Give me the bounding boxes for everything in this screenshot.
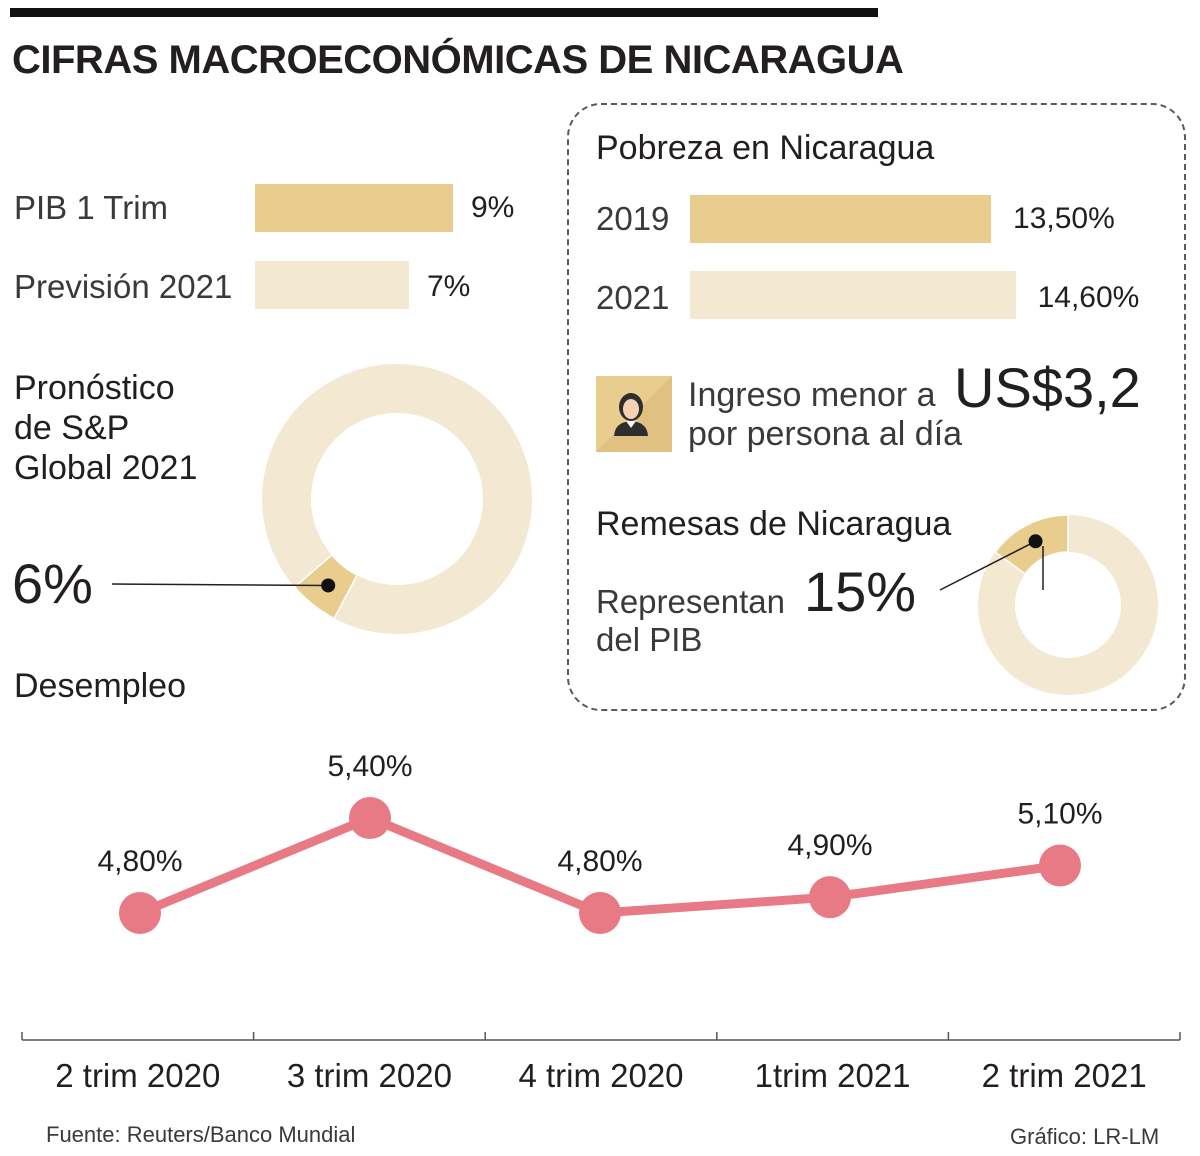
income-line2: por persona al día (688, 415, 963, 453)
data-label: 5,10% (1017, 798, 1102, 831)
poverty-2019-label: 2019 (596, 200, 670, 237)
top-rule (10, 8, 878, 17)
poverty-2021-value: 14,60% (1037, 281, 1140, 314)
forecast-title-line1: Pronóstico (14, 369, 175, 407)
forecast-donut-leader-dot (321, 578, 336, 593)
remittances-line2: del PIB (596, 621, 703, 658)
page-title: CIFRAS MACROECONÓMICAS DE NICARAGUA (12, 38, 904, 82)
data-point (349, 797, 391, 839)
forecast-donut-rest-slice (262, 364, 533, 634)
data-label: 4,80% (97, 845, 182, 878)
poverty-2021-bar (690, 271, 1016, 319)
forecast-title-line2: de S&P (14, 409, 130, 447)
income-amount: US$3,2 (954, 356, 1141, 419)
remittances-value: 15% (804, 560, 917, 623)
unemployment-title: Desempleo (14, 667, 186, 705)
income-line1: Ingreso menor a (688, 376, 936, 414)
data-point (119, 892, 161, 934)
remittances-donut-leader-line (939, 540, 1036, 591)
forecast-donut-leader-line (111, 583, 329, 587)
x-tick-label: 3 trim 2020 (287, 1057, 452, 1094)
source-note: Fuente: Reuters/Banco Mundial (46, 1122, 356, 1147)
poverty-title: Pobreza en Nicaragua (596, 129, 935, 167)
x-tick-label: 1trim 2021 (755, 1057, 911, 1094)
x-tick-label: 4 trim 2020 (518, 1057, 683, 1094)
pib-1trim-label: PIB 1 Trim (14, 189, 169, 226)
remittances-donut-leader-dot (1028, 534, 1043, 549)
poverty-panel (567, 103, 1186, 711)
poverty-2021-label: 2021 (596, 279, 670, 316)
poverty-2019-bar (690, 195, 992, 243)
data-point (579, 892, 621, 934)
remittances-donut-rest-slice (978, 515, 1158, 695)
data-point (809, 876, 851, 919)
prevision-2021-bar (255, 261, 409, 309)
data-point (1039, 844, 1081, 887)
prevision-2021-label: Previsión 2021 (14, 268, 233, 305)
remittances-title: Remesas de Nicaragua (596, 505, 952, 543)
data-label: 4,80% (557, 845, 642, 878)
data-label: 5,40% (327, 750, 412, 783)
poverty-2019-value: 13,50% (1013, 202, 1115, 235)
forecast-value: 6% (12, 552, 93, 615)
x-tick-label: 2 trim 2021 (982, 1057, 1147, 1094)
data-label: 4,90% (787, 829, 872, 862)
remittances-line1: Representan (596, 583, 785, 620)
forecast-title-line3: Global 2021 (14, 449, 198, 487)
prevision-2021-value: 7% (427, 270, 471, 303)
x-tick-label: 2 trim 2020 (55, 1057, 220, 1094)
woman-avatar-icon (596, 376, 672, 452)
credit-note: Gráfico: LR-LM (1010, 1124, 1160, 1149)
pib-1trim-bar (255, 184, 453, 232)
pib-1trim-value: 9% (471, 191, 515, 224)
